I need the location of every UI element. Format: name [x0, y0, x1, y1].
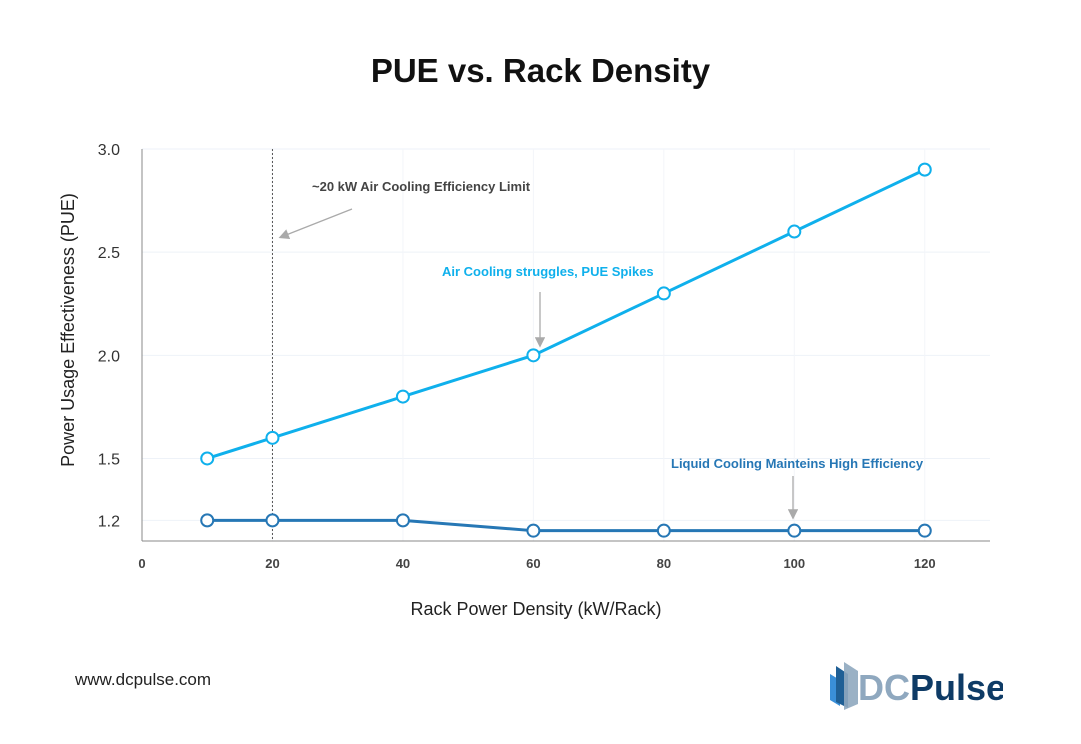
series-line-0	[206, 168, 926, 460]
y-tick-label: 2.5	[98, 245, 120, 262]
data-point	[526, 348, 541, 363]
svg-text:Pulse: Pulse	[910, 667, 1003, 708]
data-point	[656, 286, 671, 301]
series-line-1	[207, 518, 925, 533]
annotation-liquid: Liquid Cooling Mainteins High Efficiency	[671, 456, 924, 471]
data-point	[526, 523, 541, 538]
data-point	[395, 513, 410, 528]
x-tick-label: 40	[396, 556, 410, 571]
dcpulse-logo: DC Pulse	[828, 660, 1006, 717]
data-point	[395, 389, 410, 404]
annotation-air-limit: ~20 kW Air Cooling Efficiency Limit	[312, 179, 531, 194]
x-tick-label: 100	[783, 556, 805, 571]
data-point	[200, 451, 215, 466]
x-tick-label: 60	[526, 556, 540, 571]
y-tick-label: 1.5	[98, 451, 120, 468]
website-link[interactable]: www.dcpulse.com	[75, 670, 212, 689]
data-point	[265, 513, 280, 528]
y-tick-label: 2.0	[98, 348, 120, 365]
data-point	[787, 523, 802, 538]
x-axis-label: Rack Power Density (kW/Rack)	[410, 599, 661, 619]
data-point	[917, 162, 932, 177]
x-tick-label: 80	[657, 556, 671, 571]
data-point	[656, 523, 671, 538]
y-tick-label: 1.2	[98, 513, 120, 530]
arrow-icon	[278, 208, 353, 239]
y-axis-label: Power Usage Effectiveness (PUE)	[58, 193, 78, 467]
data-point	[265, 430, 280, 445]
x-tick-label: 0	[138, 556, 145, 571]
chart-title: PUE vs. Rack Density	[370, 52, 711, 89]
y-tick-label: 3.0	[98, 142, 120, 159]
data-point	[917, 523, 932, 538]
svg-text:DC: DC	[858, 667, 910, 708]
data-point	[200, 513, 215, 528]
logo-mark-icon: DC Pulse	[830, 662, 1006, 710]
x-tick-label: 20	[265, 556, 279, 571]
annotation-air-spike: Air Cooling struggles, PUE Spikes	[442, 264, 654, 279]
x-tick-label: 120	[914, 556, 936, 571]
data-point	[787, 224, 802, 239]
